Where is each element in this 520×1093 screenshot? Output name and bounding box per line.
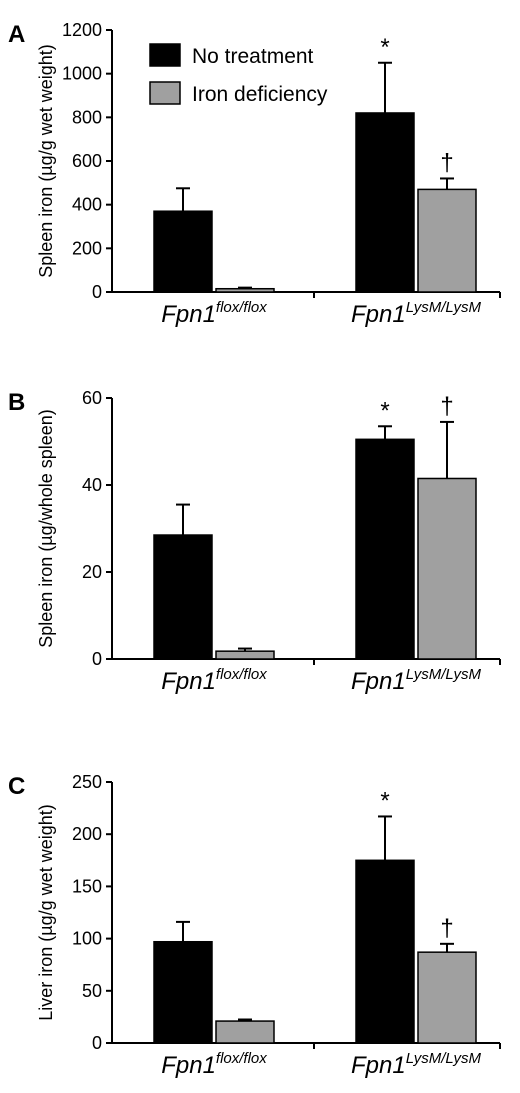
y-tick-label: 200: [72, 238, 102, 258]
y-tick-label: 400: [72, 195, 102, 215]
bar-no-treatment-flox: [153, 940, 213, 1044]
significance-asterisk: *: [380, 397, 389, 424]
panel-b: B 0 20 40 60 Spleen iron (µg/whole spleen) * † F…: [8, 388, 501, 695]
category-label-superscript: flox/flox: [216, 299, 267, 316]
y-axis-label: Spleen iron (µg/whole spleen): [36, 409, 56, 648]
y-tick-label: 0: [92, 649, 102, 669]
y-tick-label: 0: [92, 1033, 102, 1053]
y-tick-label: 50: [82, 981, 102, 1001]
significance-dagger: †: [440, 915, 453, 942]
bar-iron-deficiency-flox: [215, 650, 275, 660]
bar-iron-deficiency-lysm: [417, 951, 477, 1044]
category-label: Fpn1LysM/LysM: [351, 666, 482, 695]
y-tick-label: 800: [72, 107, 102, 127]
bar-iron-deficiency-lysm: [417, 188, 477, 293]
category-label-base: Fpn1: [161, 301, 216, 328]
bar-no-treatment-lysm: [355, 859, 415, 1044]
significance-asterisk: *: [380, 34, 389, 61]
bar-iron-deficiency-flox: [215, 1020, 275, 1044]
category-label-superscript: LysM/LysM: [406, 666, 482, 683]
panel-c: C 0 50 100 150 200 250 Liver iron (µg/g wet wei…: [8, 772, 501, 1079]
y-tick-label: 200: [72, 824, 102, 844]
y-tick-label: 250: [72, 772, 102, 792]
category-label: Fpn1flox/flox: [161, 299, 267, 328]
bar-no-treatment-lysm: [355, 438, 415, 660]
y-tick-label: 0: [92, 282, 102, 302]
y-tick-label: 100: [72, 929, 102, 949]
category-label-superscript: flox/flox: [216, 666, 267, 683]
panel-letter: A: [8, 21, 25, 48]
category-label-base: Fpn1: [161, 668, 216, 695]
bar-iron-deficiency-lysm: [417, 477, 477, 660]
category-label-base: Fpn1: [351, 301, 406, 328]
legend-label-iron-deficiency: Iron deficiency: [192, 83, 328, 106]
y-tick-label: 150: [72, 876, 102, 896]
panel-letter: C: [8, 773, 25, 800]
category-label: Fpn1LysM/LysM: [351, 299, 482, 328]
category-label-superscript: flox/flox: [216, 1050, 267, 1067]
bar-no-treatment-flox: [153, 534, 213, 660]
y-tick-label: 40: [82, 475, 102, 495]
legend: No treatment Iron deficiency: [149, 43, 328, 106]
bar-no-treatment-flox: [153, 210, 213, 293]
y-tick-label: 1200: [62, 20, 102, 40]
bar-no-treatment-lysm: [355, 112, 415, 293]
bar-iron-deficiency-flox: [215, 287, 275, 293]
category-label-base: Fpn1: [351, 668, 406, 695]
category-label: Fpn1flox/flox: [161, 1050, 267, 1079]
y-tick-label: 600: [72, 151, 102, 171]
panel-a: A 0 200 400 600 800 1000 1200 Spleen iron (µg/g …: [8, 20, 501, 328]
y-tick-label: 1000: [62, 64, 102, 84]
category-label-superscript: LysM/LysM: [406, 1050, 482, 1067]
y-tick-label: 20: [82, 562, 102, 582]
legend-swatch-no-treatment: [149, 43, 181, 67]
y-tick-label: 60: [82, 388, 102, 408]
category-label-base: Fpn1: [351, 1052, 406, 1079]
significance-dagger: †: [440, 393, 453, 420]
category-label-superscript: LysM/LysM: [406, 299, 482, 316]
y-axis-label: Liver iron (µg/g wet weight): [36, 804, 56, 1020]
legend-swatch-iron-deficiency: [149, 81, 181, 105]
y-axis-label: Spleen iron (µg/g wet weight): [36, 44, 56, 278]
category-label-base: Fpn1: [161, 1052, 216, 1079]
category-label: Fpn1flox/flox: [161, 666, 267, 695]
panel-letter: B: [8, 389, 25, 416]
significance-dagger: †: [440, 149, 453, 176]
category-label: Fpn1LysM/LysM: [351, 1050, 482, 1079]
legend-label-no-treatment: No treatment: [192, 45, 314, 68]
significance-asterisk: *: [380, 787, 389, 814]
